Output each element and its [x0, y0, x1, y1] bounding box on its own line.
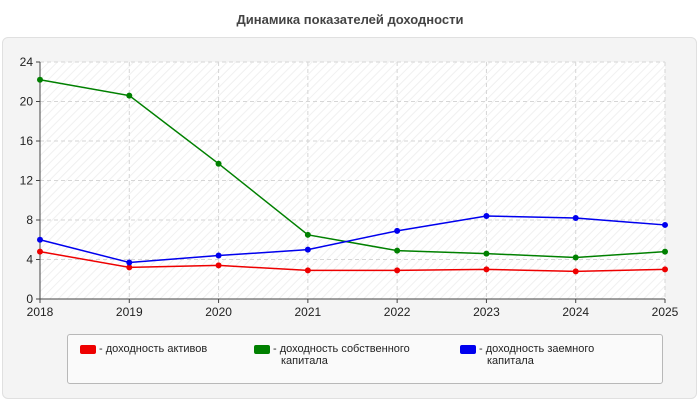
data-point — [394, 247, 401, 254]
legend-label-equity-line1: - доходность собственного — [273, 343, 410, 355]
series-line-1 — [39, 79, 666, 259]
series-2 — [37, 213, 668, 266]
y-tick-label: 24 — [20, 55, 34, 69]
y-tick-label: 0 — [26, 292, 33, 306]
x-tick-label: 2021 — [295, 305, 322, 319]
data-point — [215, 252, 222, 259]
data-point — [394, 267, 401, 274]
x-tick-label: 2024 — [562, 305, 589, 319]
data-point — [304, 246, 311, 253]
y-tick-label: 16 — [20, 134, 34, 148]
data-point — [483, 266, 490, 273]
series-group — [37, 76, 668, 275]
legend-label-equity: - доходность собственного капитала — [273, 343, 410, 367]
series-0 — [37, 248, 668, 275]
data-point — [304, 231, 311, 238]
data-point — [662, 266, 668, 273]
data-point — [572, 215, 579, 222]
x-tick-label: 2018 — [27, 305, 54, 319]
data-point — [304, 267, 311, 274]
y-tick-label: 20 — [20, 95, 34, 109]
data-point — [37, 248, 43, 255]
x-tick-label: 2023 — [473, 305, 500, 319]
data-point — [126, 264, 133, 271]
legend-label-debt-line2: капитала — [487, 355, 534, 367]
legend-swatch-equity — [254, 345, 270, 354]
legend: - доходность активов - доходность собств… — [67, 334, 663, 384]
data-point — [215, 262, 222, 269]
y-tick-label: 4 — [26, 253, 33, 267]
legend-label-equity-line2: капитала — [281, 355, 328, 367]
legend-swatch-debt — [460, 345, 476, 354]
data-point — [394, 227, 401, 234]
data-point — [572, 254, 579, 261]
data-point — [483, 213, 490, 220]
data-point — [126, 92, 133, 99]
data-point — [662, 221, 668, 228]
x-tick-label: 2022 — [384, 305, 411, 319]
y-tick-label: 8 — [26, 213, 33, 227]
chart-title: Динамика показателей доходности — [236, 12, 464, 27]
y-axis-ticks: 0 4 8 12 16 20 24 — [20, 55, 40, 306]
legend-label-assets: - доходность активов — [99, 343, 208, 355]
series-line-0 — [39, 250, 666, 273]
data-point — [662, 248, 668, 255]
legend-swatch-assets — [80, 345, 96, 354]
legend-label-debt: - доходность заемного капитала — [479, 343, 594, 367]
data-point — [215, 160, 222, 167]
x-tick-label: 2019 — [116, 305, 143, 319]
series-line-2 — [39, 215, 666, 264]
data-point — [37, 76, 43, 83]
x-axis-ticks: 2018 2019 2020 2021 2022 2023 2024 2025 — [27, 299, 679, 319]
series-1 — [37, 76, 668, 261]
x-tick-label: 2025 — [652, 305, 679, 319]
data-point — [126, 259, 133, 266]
data-point — [37, 236, 43, 243]
legend-label-debt-line1: - доходность заемного — [479, 343, 595, 355]
y-tick-label: 12 — [20, 174, 34, 188]
data-point — [483, 250, 490, 257]
data-point — [572, 268, 579, 275]
x-tick-label: 2020 — [205, 305, 232, 319]
